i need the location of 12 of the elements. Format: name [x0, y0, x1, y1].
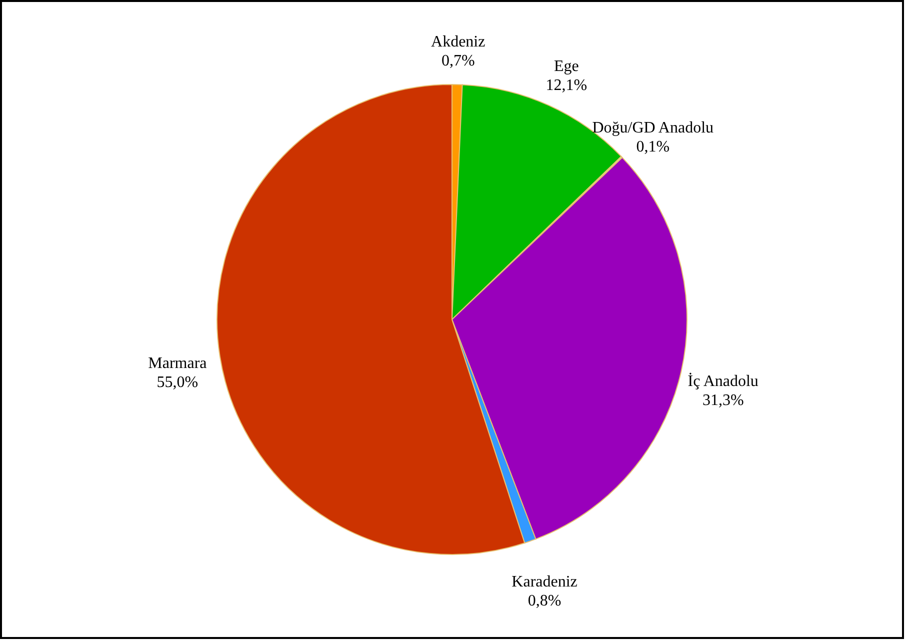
- slice-label: İç Anadolu: [688, 372, 758, 390]
- data-label: 0,1%: [636, 138, 670, 156]
- slice-label: Marmara: [148, 354, 207, 372]
- data-label: 0,8%: [528, 592, 562, 610]
- data-label: 0,7%: [441, 52, 475, 70]
- data-label: 55,0%: [156, 374, 198, 391]
- slice-label: Karadeniz: [512, 574, 578, 591]
- slice-label: Akdeniz: [431, 34, 486, 51]
- slice-label: Ege: [554, 58, 579, 76]
- data-label: 12,1%: [546, 77, 588, 94]
- data-label: 31,3%: [702, 392, 744, 409]
- slice-label: Doğu/GD Anadolu: [592, 119, 714, 136]
